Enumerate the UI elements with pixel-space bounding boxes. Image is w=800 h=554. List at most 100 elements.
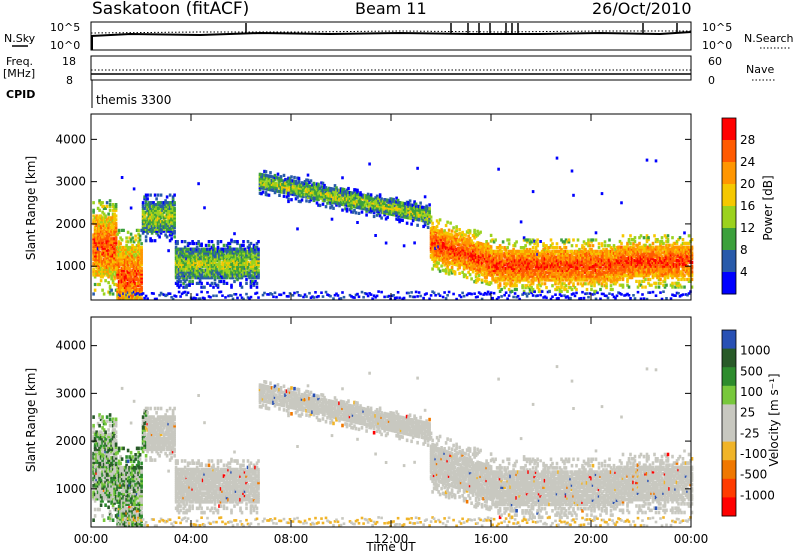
power-cell (113, 265, 116, 269)
power-cell (228, 255, 232, 259)
power-cell (180, 264, 184, 268)
power-cell (435, 251, 439, 255)
power-cell (212, 253, 215, 257)
power-cell (92, 250, 95, 254)
power-cell (368, 292, 371, 295)
power-cell (122, 280, 125, 284)
power-cell (236, 278, 239, 282)
power-cell (377, 200, 380, 204)
power-cell (219, 249, 223, 253)
power-cell (128, 247, 131, 251)
power-cell (231, 268, 235, 272)
power-cell (179, 279, 182, 284)
power-cell (161, 203, 164, 207)
power-cell (210, 260, 214, 265)
power-cell (272, 183, 275, 187)
power-cell (393, 203, 397, 208)
power-cell (378, 206, 382, 210)
power-cell (453, 262, 457, 266)
power-cell (326, 197, 329, 201)
power-cell (186, 255, 190, 259)
power-cell (128, 266, 131, 270)
power-cell (257, 249, 260, 253)
power-cell (110, 267, 113, 271)
power-cell (182, 278, 185, 282)
power-cell (458, 243, 461, 247)
power-cell (105, 254, 109, 258)
power-cell (459, 247, 463, 251)
power-cell (192, 272, 196, 276)
power-cell (359, 195, 362, 199)
power-cell (101, 229, 104, 233)
power-cell (200, 276, 203, 280)
power-cell (380, 208, 383, 212)
power-cell (224, 259, 227, 263)
power-cell (354, 201, 358, 205)
power-cell (162, 208, 166, 212)
power-cell (246, 249, 250, 253)
power-cell (381, 201, 385, 205)
power-cell (312, 193, 316, 197)
power-cell (204, 253, 208, 257)
power-cell (299, 188, 302, 192)
power-cell (129, 289, 133, 293)
power-cell (144, 193, 148, 197)
power-cell (261, 186, 265, 190)
power-cell (230, 270, 233, 274)
power-cell (170, 208, 173, 212)
power-cell (318, 196, 322, 200)
power-cell (236, 296, 239, 300)
power-cell (126, 264, 130, 269)
power-cell (113, 258, 116, 262)
power-cell (191, 276, 194, 280)
power-cell (209, 276, 212, 280)
power-cell (95, 216, 98, 220)
power-cell (108, 222, 112, 226)
power-cell (455, 255, 458, 259)
power-cell (110, 246, 113, 250)
power-cell (144, 235, 148, 239)
power-cell (432, 246, 436, 251)
power-cell (219, 290, 223, 294)
power-cell (189, 259, 193, 263)
power-cell (311, 189, 314, 193)
power-cell (204, 268, 208, 272)
power-cell (336, 194, 340, 198)
power-cell (198, 253, 202, 257)
power-cell (305, 195, 308, 199)
power-cell (107, 229, 110, 233)
power-cell (174, 241, 178, 246)
power-cell (242, 247, 245, 251)
power-cell (152, 216, 155, 220)
power-cell (417, 205, 421, 209)
power-cell (246, 266, 250, 270)
power-cell (458, 266, 461, 270)
power-cell (233, 260, 236, 265)
power-cell (311, 192, 314, 197)
power-cell (149, 210, 152, 214)
power-cell (153, 225, 157, 229)
power-cell (320, 194, 323, 198)
power-cell (356, 202, 359, 206)
power-cell (330, 187, 334, 191)
power-cell (197, 272, 200, 276)
power-cell (228, 264, 232, 268)
power-cell (152, 220, 155, 224)
power-cell (441, 261, 445, 265)
power-cell (449, 253, 452, 257)
power-cell (252, 276, 256, 280)
power-cell (218, 255, 221, 259)
power-cell (203, 253, 206, 257)
power-cell (111, 222, 115, 226)
power-cell (228, 294, 232, 297)
power-cell (435, 238, 439, 242)
power-cell (183, 251, 187, 255)
power-cell (125, 282, 128, 286)
power-cell (131, 263, 134, 267)
power-cell (180, 253, 184, 257)
power-cell (365, 207, 368, 211)
power-cell (230, 264, 233, 268)
power-cell (264, 170, 268, 174)
power-cell (440, 237, 443, 241)
power-cell (233, 268, 236, 272)
